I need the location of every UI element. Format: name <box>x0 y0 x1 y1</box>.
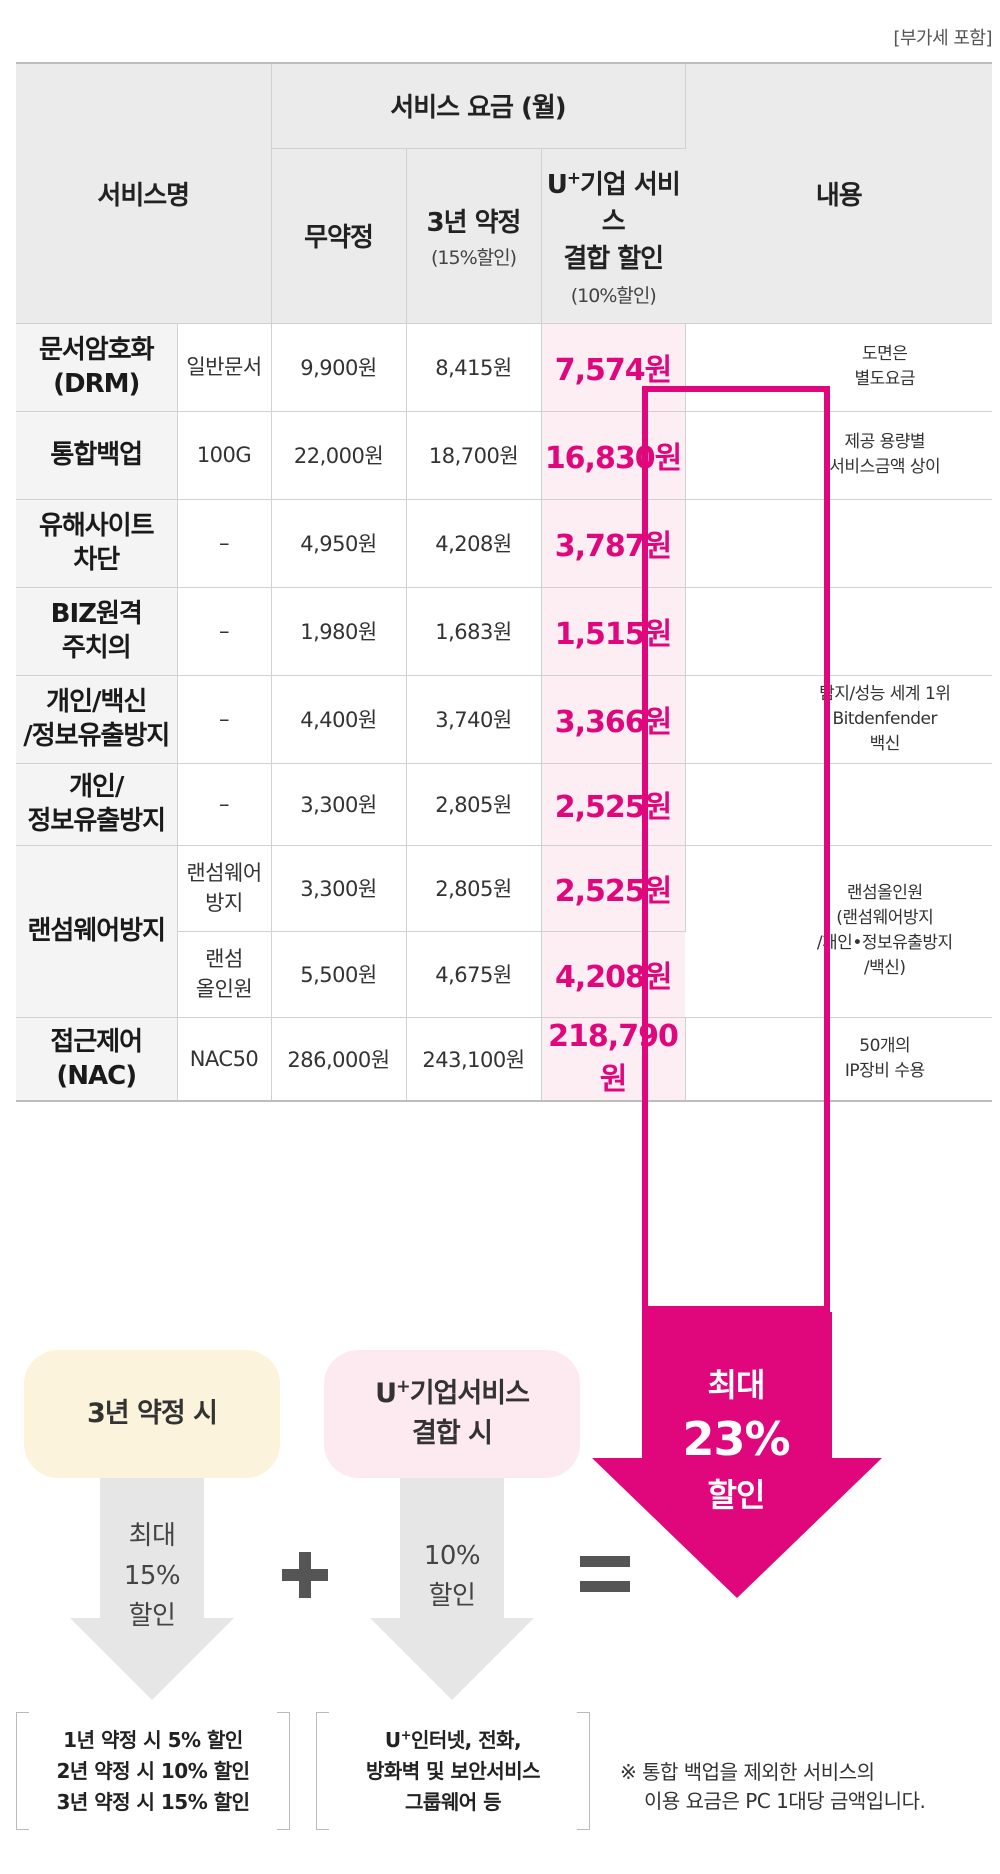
yearly-contract-pill: 3년 약정 시 <box>24 1350 280 1478</box>
service-type-cell: NAC50 <box>177 1017 272 1102</box>
combo-discount-arrow-icon <box>370 1478 534 1700</box>
combo-service-details: U+인터넷, 전화, 방화벽 및 보안서비스 그룹웨어 등 <box>316 1712 590 1830</box>
max-discount-arrow-icon <box>592 1312 882 1598</box>
table-row: BIZ원격 주치의 – 1,980원 1,683원 1,515원 <box>16 587 992 676</box>
price-table: 서비스명 서비스 요금 (월) 내용 무약정 3년 약정 (15%할인) U+기… <box>16 62 992 1102</box>
table-row: 문서암호화 (DRM) 일반문서 9,900원 8,415원 7,574원 도면은… <box>16 323 992 412</box>
table-row: 유해사이트 차단 – 4,950원 4,208원 3,787원 <box>16 499 992 588</box>
three-year-price-cell: 8,415원 <box>406 323 542 412</box>
combo-price-cell: 2,525원 <box>541 845 686 932</box>
service-type-cell: 일반문서 <box>177 323 272 412</box>
three-year-price-cell: 4,675원 <box>406 931 542 1018</box>
service-name-cell: 개인/백신/정보유출방지 <box>16 675 178 764</box>
table-row: 접근제어 (NAC) NAC50 286,000원 243,100원 218,79… <box>16 1017 992 1102</box>
service-type-cell: – <box>177 675 272 764</box>
three-year-price-cell: 243,100원 <box>406 1017 542 1102</box>
vat-included-note: [부가세 포함] <box>893 28 992 49</box>
description-cell <box>685 763 992 846</box>
three-year-price-cell: 4,208원 <box>406 499 542 588</box>
yearly-discount-arrow-icon <box>70 1478 234 1700</box>
combo-price-cell: 3,366원 <box>541 675 686 764</box>
combo-price-cell: 2,525원 <box>541 763 686 846</box>
combo-price-cell: 16,830원 <box>541 411 686 500</box>
no-contract-price-cell: 9,900원 <box>271 323 407 412</box>
no-contract-price-cell: 22,000원 <box>271 411 407 500</box>
header-combo-discount: U+기업 서비스 결합 할인 (10%할인) <box>541 148 685 324</box>
service-type-cell: 100G <box>177 411 272 500</box>
description-cell: 도면은 별도요금 <box>685 323 992 412</box>
table-row: 랜섬웨어방지 랜섬웨어 방지 3,300원 2,805원 2,525원 랜섬올인원… <box>16 845 992 1018</box>
service-type-cell: 랜섬웨어 방지 <box>177 845 272 932</box>
combo-service-pill: U+기업서비스 결합 시 <box>324 1350 580 1478</box>
service-type-cell: – <box>177 587 272 676</box>
no-contract-price-cell: 3,300원 <box>271 763 407 846</box>
description-cell: 탐지/성능 세계 1위 Bitdenfender 백신 <box>685 675 992 764</box>
combo-price-cell: 7,574원 <box>541 323 686 412</box>
table-row: 통합백업 100G 22,000원 18,700원 16,830원 제공 용량별… <box>16 411 992 500</box>
combo-price-cell: 218,790원 <box>541 1017 686 1102</box>
no-contract-price-cell: 3,300원 <box>271 845 407 932</box>
no-contract-price-cell: 4,950원 <box>271 499 407 588</box>
three-year-price-cell: 2,805원 <box>406 845 542 932</box>
combo-price-cell: 4,208원 <box>541 931 685 1018</box>
description-cell <box>685 499 992 588</box>
no-contract-price-cell: 1,980원 <box>271 587 407 676</box>
combo-discount-label: 10% 할인 <box>423 1541 481 1611</box>
service-name-cell: BIZ원격 주치의 <box>16 587 178 676</box>
yearly-discount-details: 1년 약정 시 5% 할인 2년 약정 시 10% 할인 3년 약정 시 15%… <box>16 1712 290 1830</box>
header-service-name: 서비스명 <box>16 62 272 324</box>
no-contract-price-cell: 286,000원 <box>271 1017 407 1102</box>
description-cell: 50개의 IP장비 수용 <box>685 1017 992 1102</box>
combo-price-cell: 1,515원 <box>541 587 686 676</box>
pricing-footnote: ※ 통합 백업을 제외한 서비스의 이용 요금은 PC 1대당 금액입니다. <box>620 1760 926 1813</box>
service-type-cell: – <box>177 763 272 846</box>
equals-icon <box>580 1556 630 1592</box>
table-row: 랜섬 올인원 5,500원 4,675원 4,208원 <box>16 931 992 1018</box>
service-name-cell: 랜섬웨어방지 <box>16 845 178 1018</box>
service-name-cell: 유해사이트 차단 <box>16 499 178 588</box>
max-discount-label: 최대 23% 할인 <box>682 1366 790 1514</box>
header-no-contract: 무약정 <box>271 148 407 324</box>
plus-icon <box>282 1552 328 1598</box>
header-three-year: 3년 약정 (15%할인) <box>406 148 542 324</box>
three-year-price-cell: 18,700원 <box>406 411 542 500</box>
three-year-price-cell: 1,683원 <box>406 587 542 676</box>
header-fee-group: 서비스 요금 (월) <box>271 62 686 149</box>
service-type-cell: – <box>177 499 272 588</box>
three-year-price-cell: 2,805원 <box>406 763 542 846</box>
yearly-discount-label: 최대 15% 할인 <box>123 1521 181 1631</box>
three-year-price-cell: 3,740원 <box>406 675 542 764</box>
service-name-cell: 접근제어 (NAC) <box>16 1017 178 1102</box>
description-cell: 제공 용량별 서비스금액 상이 <box>685 411 992 500</box>
header-content: 내용 <box>685 62 992 324</box>
table-row: 개인/정보유출방지 – 3,300원 2,805원 2,525원 <box>16 763 992 846</box>
no-contract-price-cell: 5,500원 <box>271 931 407 1018</box>
service-name-cell: 통합백업 <box>16 411 178 500</box>
description-cell <box>685 587 992 676</box>
service-name-cell: 문서암호화 (DRM) <box>16 323 178 412</box>
combo-price-cell: 3,787원 <box>541 499 686 588</box>
service-type-cell: 랜섬 올인원 <box>177 931 272 1018</box>
description-cell: 랜섬올인원 (랜섬웨어방지/개인•정보유출방지/백신) <box>685 845 992 1018</box>
table-row: 개인/백신/정보유출방지 – 4,400원 3,740원 3,366원 탐지/성… <box>16 675 992 764</box>
service-name-cell: 개인/정보유출방지 <box>16 763 178 846</box>
no-contract-price-cell: 4,400원 <box>271 675 407 764</box>
